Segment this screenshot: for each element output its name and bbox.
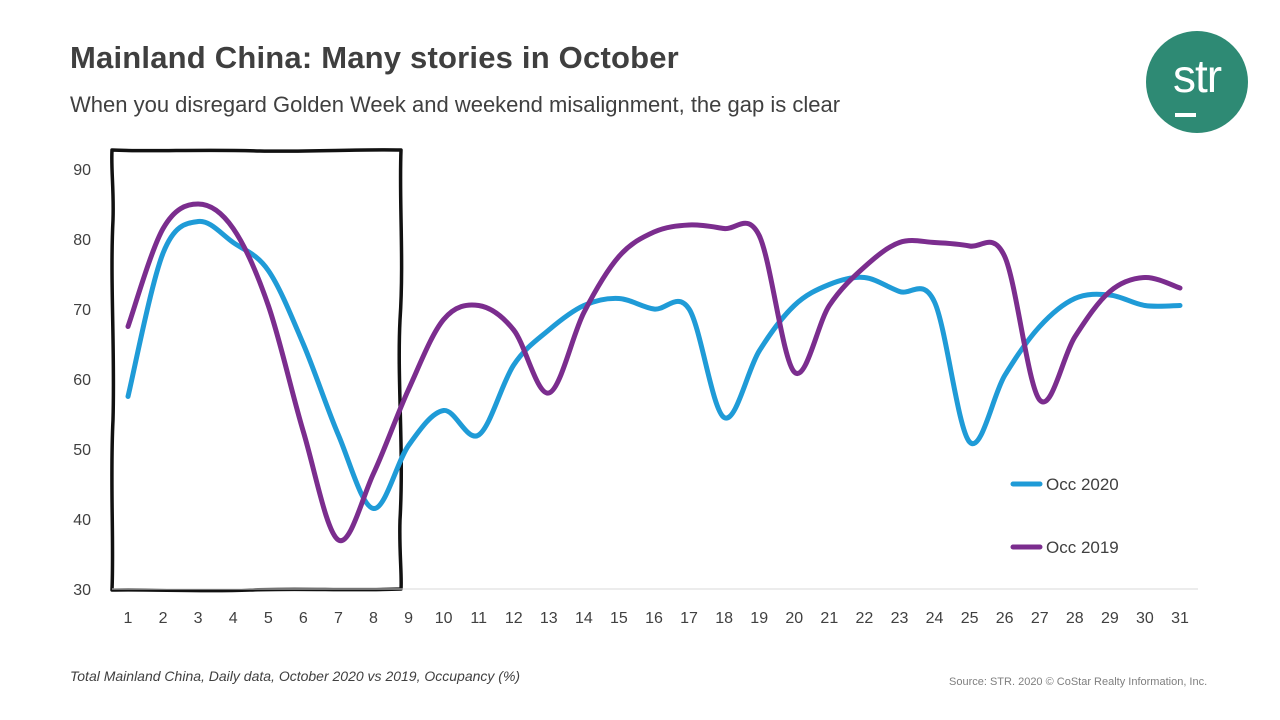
x-tick-label: 1	[124, 610, 133, 627]
x-tick-label: 3	[194, 610, 203, 627]
x-tick-label: 18	[715, 610, 733, 627]
x-tick-label: 17	[680, 610, 698, 627]
x-tick-label: 15	[610, 610, 628, 627]
x-tick-label: 26	[996, 610, 1014, 627]
series-line-occ-2020	[125, 218, 1183, 511]
x-tick-label: 13	[540, 610, 558, 627]
logo-underline	[1175, 113, 1196, 117]
x-tick-label: 27	[1031, 610, 1049, 627]
y-tick-label: 30	[73, 582, 91, 599]
y-tick-label: 90	[73, 162, 91, 179]
golden-week-highlight-box	[110, 148, 404, 593]
series-line-occ-2019	[125, 201, 1183, 544]
x-tick-label: 20	[785, 610, 803, 627]
y-tick-label: 50	[73, 442, 91, 459]
highlight-box-layer	[110, 148, 404, 593]
y-tick-label: 70	[73, 302, 91, 319]
x-tick-label: 9	[404, 610, 413, 627]
chart-subtitle: When you disregard Golden Week and weeke…	[70, 92, 841, 117]
x-tick-label: 19	[750, 610, 768, 627]
y-tick-label: 40	[73, 512, 91, 529]
x-tick-label: 29	[1101, 610, 1119, 627]
x-tick-label: 8	[369, 610, 378, 627]
x-tick-label: 23	[891, 610, 909, 627]
logo-text: str	[1172, 50, 1222, 102]
str-logo: str	[1146, 31, 1248, 133]
x-tick-label: 11	[470, 610, 487, 627]
x-tick-label: 24	[926, 610, 944, 627]
source-credit: Source: STR. 2020 © CoStar Realty Inform…	[949, 676, 1208, 688]
x-tick-label: 25	[961, 610, 979, 627]
y-tick-label: 60	[73, 372, 91, 389]
x-tick-label: 7	[334, 610, 343, 627]
x-tick-label: 10	[435, 610, 453, 627]
x-tick-label: 2	[159, 610, 168, 627]
x-tick-label: 12	[505, 610, 523, 627]
x-tick-label: 6	[299, 610, 308, 627]
x-tick-label: 16	[645, 610, 663, 627]
x-tick-label: 4	[229, 610, 238, 627]
legend-label: Occ 2020	[1046, 475, 1119, 494]
y-tick-label: 80	[73, 232, 91, 249]
x-tick-label: 31	[1171, 610, 1189, 627]
x-tick-label: 14	[575, 610, 593, 627]
legend-layer: Occ 2020 Occ 2019	[1010, 475, 1119, 557]
chart-footnote: Total Mainland China, Daily data, Octobe…	[70, 668, 521, 684]
series-layer	[125, 201, 1183, 544]
x-tick-label: 30	[1136, 610, 1154, 627]
x-tick-label: 28	[1066, 610, 1084, 627]
x-tick-label: 22	[856, 610, 874, 627]
x-tick-label: 5	[264, 610, 273, 627]
x-tick-label: 21	[820, 610, 838, 627]
chart-title: Mainland China: Many stories in October	[70, 40, 679, 75]
legend-label: Occ 2019	[1046, 538, 1119, 557]
